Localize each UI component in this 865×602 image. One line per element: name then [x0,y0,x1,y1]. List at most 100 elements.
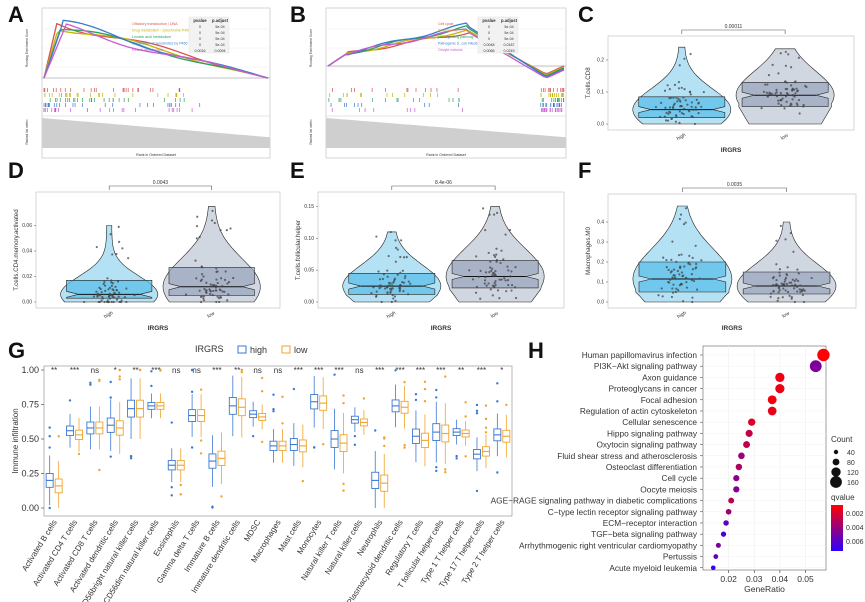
y-tick-label: 0.1 [597,280,604,286]
outlier-point [272,410,275,413]
outlier-point [484,431,488,434]
jitter-point [492,254,496,257]
jitter-point [678,253,681,257]
x-tick-label: 0.05 [797,574,814,584]
enrichment-dot [725,508,732,515]
x-tick-label: high [676,310,687,320]
jitter-point [694,106,697,109]
gsea-xlabel: Rank in Ordered Dataset [136,153,176,157]
jitter-point [108,297,111,300]
outlier-point [272,393,275,396]
significance-label: *** [334,366,343,375]
pathway-label: C−type lectin receptor signaling pathway [548,507,698,517]
enrichment-dot [748,418,756,426]
jitter-point [100,291,103,294]
jitter-point [219,289,222,292]
jitter-point [694,244,697,247]
jitter-point [489,266,492,269]
jitter-point [468,269,471,272]
outlier-point [109,380,112,384]
jitter-point [493,285,496,289]
jitter-point [378,278,382,281]
jitter-point [685,281,688,284]
jitter-point [117,225,120,229]
significance-label: *** [375,366,384,375]
gsea-ylabel2: Ranked list metric [25,119,29,145]
significance-label: * [500,366,503,375]
jitter-point [209,283,212,286]
jitter-point [690,272,693,276]
jitter-point [393,295,397,298]
jitter-point [791,284,794,287]
y-tick-label: 0.06 [22,223,32,229]
jitter-point [479,297,482,300]
jitter-point [663,115,666,118]
significance-label: *** [70,366,79,375]
jitter-point [671,106,675,109]
outlier-point [423,380,427,383]
jitter-point [498,278,501,281]
gsea-legend-item: Pathogenic E. coli infection [438,42,481,46]
boxplot-ylabel: Immune infiltration [11,408,20,473]
outlier-point [484,404,488,407]
jitter-point [209,292,212,296]
jitter-point [202,297,205,300]
pathway-label: Osteoclast differentiation [606,462,698,472]
jitter-point [772,275,775,279]
enrichment-dot [767,395,777,405]
pvalue-label: 8.4e-06 [435,180,452,186]
jitter-point [118,240,121,243]
outlier-point [260,390,264,393]
jitter-point [221,290,224,293]
jitter-point [782,283,785,286]
jitter-point [779,99,782,102]
significance-label: *** [314,366,323,375]
gsea-table-cell: 5e-04 [504,31,513,35]
violin-xlabel: IRGRS [148,325,169,332]
jitter-point [680,271,684,274]
jitter-point [479,269,482,272]
dotplot-xlabel: GeneRatio [744,584,785,594]
jitter-point [680,105,683,108]
jitter-point [389,282,392,285]
x-tick-label: low [206,310,216,319]
jitter-point [387,281,391,284]
gsea-table-header: pvalue [193,18,207,23]
gsea-table [188,16,230,54]
jitter-point [111,294,114,298]
y-tick-label: 0.05 [304,268,314,274]
jitter-point [391,287,394,290]
jitter-point [670,295,674,299]
outlier-point [89,383,92,386]
box-body [168,267,255,296]
jitter-point [487,282,490,285]
gsea-table-cell: 0 [199,31,201,35]
jitter-point [195,277,198,280]
significance-label: * [114,366,117,375]
jitter-point [375,290,378,293]
jitter-point [682,300,685,303]
jitter-point [211,209,214,212]
x-tick-label: low [780,132,790,141]
jitter-point [214,284,218,287]
jitter-point [398,286,401,290]
jitter-point [224,270,227,273]
jitter-point [109,233,112,236]
jitter-point [791,278,794,281]
jitter-point [680,253,683,256]
outlier-point [281,422,284,425]
outlier-point [138,368,142,372]
enrichment-dot [728,497,735,504]
jitter-point [389,230,392,234]
gsea-legend-item: p53 signaling pathway [438,35,474,39]
jitter-point [676,269,679,273]
gsea-legend-item: Drug metabolism - cytochrome P450 [132,29,190,33]
jitter-point [487,251,490,255]
jitter-point [786,290,790,294]
jitter-point [657,294,660,297]
jitter-point [403,276,407,280]
jitter-point [795,285,799,289]
jitter-point [669,271,672,274]
jitter-point [788,294,791,297]
jitter-point [215,300,218,304]
